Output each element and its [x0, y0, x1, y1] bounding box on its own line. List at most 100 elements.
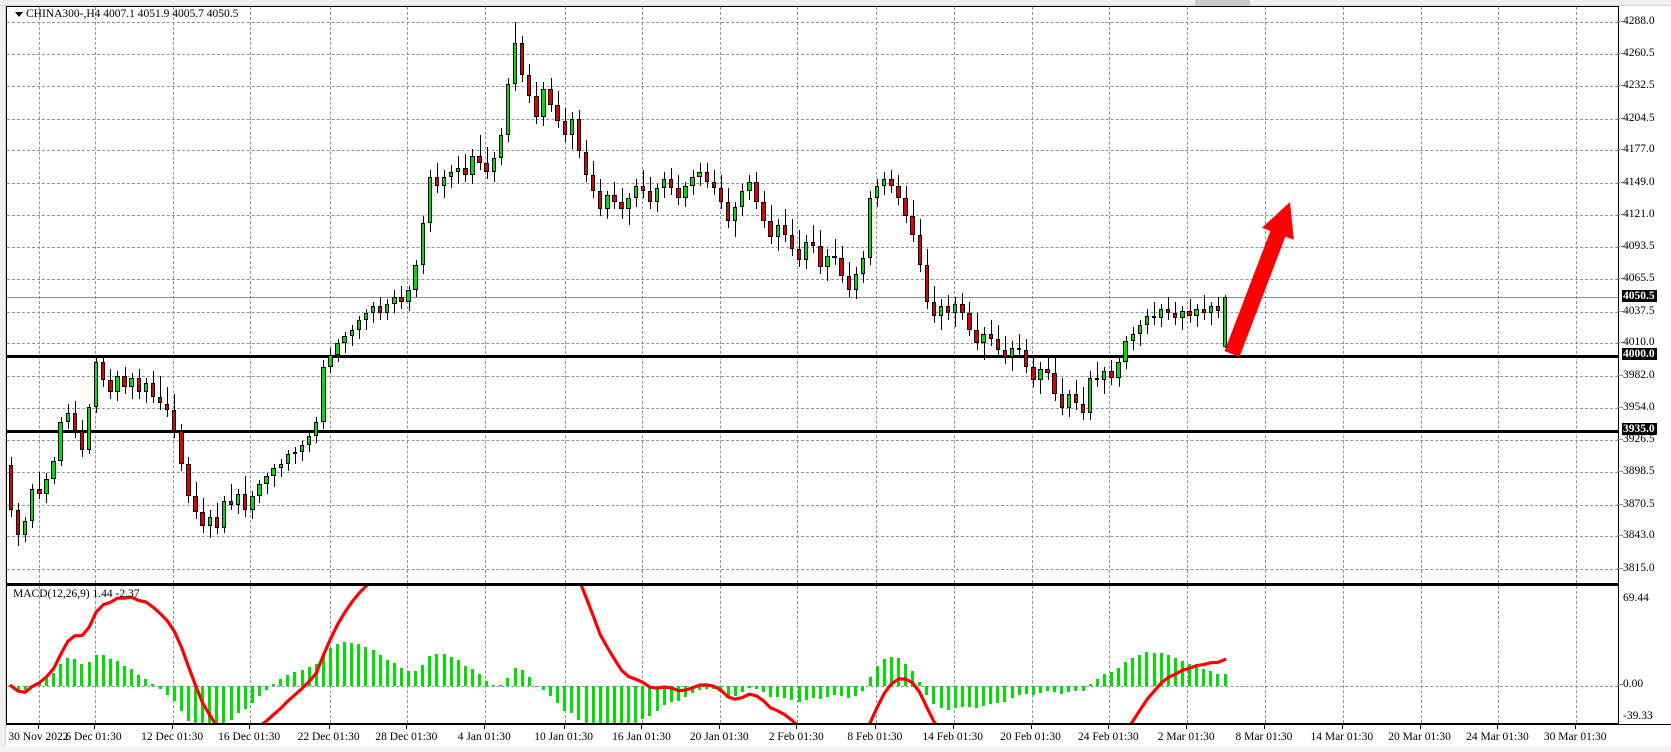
macd-histogram-bar [435, 654, 439, 686]
candle-bearish [754, 181, 759, 203]
price-level-line[interactable] [7, 354, 1618, 358]
macd-histogram-bar [705, 685, 709, 689]
candle-bullish [1130, 334, 1135, 342]
macd-histogram-bar [1166, 654, 1170, 686]
candle-bearish [1187, 311, 1192, 316]
price-tick-label: 4232.5 [1617, 79, 1655, 91]
candle-bullish [1087, 378, 1093, 413]
candle-bearish [583, 151, 589, 175]
candle-bullish [129, 378, 134, 388]
time-tick-mark [172, 725, 174, 729]
candle-wick [1190, 299, 1191, 323]
price-tick-label: 4177.0 [1617, 143, 1655, 155]
macd-histogram-bar [967, 685, 971, 708]
macd-histogram-bar [982, 685, 986, 706]
candle-bearish [846, 276, 851, 291]
macd-histogram-bar [520, 670, 524, 686]
macd-histogram-bar [101, 654, 105, 686]
price-axis[interactable]: 4288.0 4260.5 4232.5 4204.5 4177.0 4149.0 4121… [1617, 6, 1671, 724]
gridline-vertical [1420, 7, 1422, 583]
gridline-vertical [797, 586, 799, 723]
macd-histogram-bar [94, 654, 98, 686]
gridline-horizontal [7, 439, 1618, 441]
candle-bearish [974, 329, 979, 344]
macd-histogram-bar [1067, 685, 1071, 692]
macd-histogram-bar [932, 685, 936, 705]
candle-bearish [1052, 373, 1057, 395]
candle-bullish [456, 167, 461, 173]
macd-histogram-bar [222, 685, 226, 723]
time-tick-mark [1419, 725, 1421, 729]
candle-bullish [938, 306, 944, 316]
macd-histogram-bar [307, 667, 311, 686]
candle-bearish [555, 105, 560, 122]
macd-histogram-bar [144, 678, 148, 686]
macd-histogram-bar [1109, 672, 1113, 686]
macd-histogram-bar [1173, 658, 1177, 686]
macd-histogram-bar [151, 684, 155, 686]
price-level-line[interactable] [7, 430, 1618, 434]
candle-bearish [789, 234, 795, 249]
candle-bullish [505, 84, 511, 136]
horizontal-scrollbar-thumb[interactable] [1195, 0, 1250, 6]
price-tick-mark [1617, 407, 1623, 409]
candle-bullish [1009, 348, 1015, 358]
price-tick-mark [1617, 245, 1623, 247]
candle-wick [835, 239, 836, 265]
price-chart-pane[interactable]: CHINA300-,H4 4007.1 4051.9 4005.7 4050.5 [6, 6, 1619, 584]
macd-histogram-bar [1138, 654, 1142, 686]
vertical-scrollbar[interactable] [0, 6, 6, 746]
collapse-caret-icon[interactable] [15, 11, 23, 17]
gridline-horizontal [7, 22, 1618, 24]
macd-histogram-bar [733, 685, 737, 696]
price-level-line[interactable] [7, 296, 1618, 298]
candle-bullish [569, 119, 575, 136]
candle-wick [465, 153, 466, 182]
up-arrow-annotation[interactable] [7, 7, 1619, 584]
price-tick-mark [1617, 503, 1623, 505]
macd-histogram-bar [456, 659, 460, 686]
candle-wick [160, 375, 161, 411]
candle-bullish [264, 476, 269, 485]
candle-bearish [1109, 371, 1114, 379]
macd-histogram-bar [747, 685, 751, 689]
time-axis-label: 8 Mar 01:30 [1235, 731, 1293, 743]
gridline-vertical [1264, 7, 1266, 583]
candle-bearish [186, 463, 191, 496]
gridline-vertical [1342, 7, 1344, 583]
macd-histogram-bar [108, 659, 112, 686]
macd-histogram-bar [953, 685, 957, 708]
horizontal-scrollbar[interactable] [0, 0, 1671, 6]
price-tick-label: 4149.0 [1617, 176, 1655, 188]
macd-histogram-bar [946, 685, 950, 710]
macd-histogram-bar [669, 685, 673, 702]
candle-bearish [889, 179, 894, 187]
candle-bearish [200, 512, 205, 527]
candle-bullish [626, 197, 631, 210]
macd-histogram-bar [44, 677, 48, 686]
candle-wick [991, 320, 992, 346]
macd-histogram-bar [1216, 673, 1220, 686]
candle-bullish [278, 463, 283, 469]
macd-histogram-bar [818, 685, 822, 699]
candle-bearish [725, 202, 731, 221]
gridline-horizontal [7, 375, 1618, 377]
macd-histogram-bar [804, 685, 808, 700]
gridline-vertical [39, 7, 41, 583]
candle-bullish [115, 375, 120, 392]
candle-bullish [1038, 368, 1043, 381]
macd-indicator-pane[interactable]: MACD(12,26,9) 1.44 -2.37 [6, 584, 1619, 724]
chart-header-text: CHINA300-,H4 4007.1 4051.9 4005.7 4050.5 [26, 8, 239, 20]
price-tick-mark [1617, 535, 1623, 537]
candle-bearish [704, 172, 709, 182]
macd-histogram-bar [676, 685, 680, 701]
macd-histogram-bar [52, 672, 56, 686]
macd-histogram-bar [137, 675, 141, 686]
candle-bearish [1024, 350, 1029, 367]
price-tick-label: 4288.0 [1617, 15, 1655, 27]
time-tick-mark [952, 725, 954, 729]
candle-bullish [441, 176, 447, 187]
time-axis-label: 24 Mar 01:30 [1466, 731, 1529, 743]
macd-histogram-bar [1095, 679, 1099, 686]
candle-bullish [654, 188, 660, 203]
